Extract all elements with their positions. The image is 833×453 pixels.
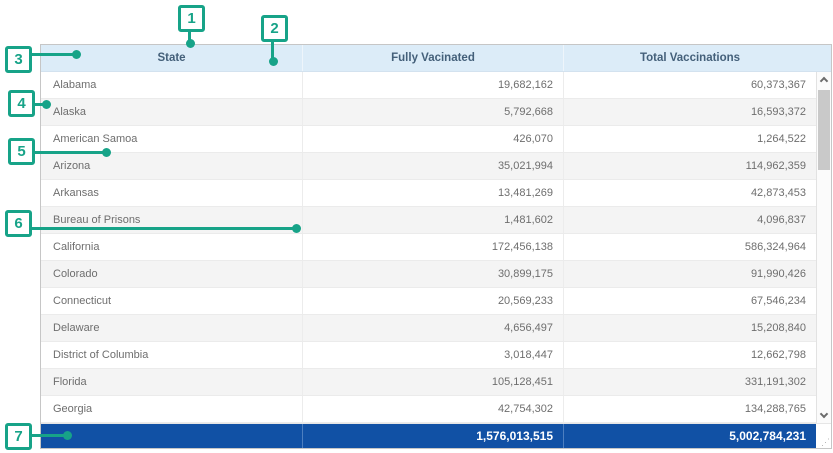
callout-1-dot (186, 39, 195, 48)
fully-vacinated-cell: 30,899,175 (302, 261, 563, 287)
state-cell: Arkansas (41, 180, 302, 206)
table-row[interactable]: Arkansas13,481,26942,873,453 (41, 180, 816, 207)
state-cell: American Samoa (41, 126, 302, 152)
callout-7: 7 (5, 423, 32, 450)
table-row[interactable]: American Samoa426,0701,264,522 (41, 126, 816, 153)
state-cell: Arizona (41, 153, 302, 179)
callout-7-dot (63, 431, 72, 440)
state-cell: California (41, 234, 302, 260)
state-cell: Colorado (41, 261, 302, 287)
total-vaccinations-cell: 114,962,359 (563, 153, 816, 179)
total-vaccinations-cell: 67,546,234 (563, 288, 816, 314)
total-vaccinations-cell: 60,373,367 (563, 72, 816, 98)
totals-row: 1,576,013,515 5,002,784,231 ⋰ (41, 423, 831, 448)
totals-fully-vacinated-cell: 1,576,013,515 (302, 424, 563, 448)
state-cell: Delaware (41, 315, 302, 341)
total-vaccinations-cell: 1,264,522 (563, 126, 816, 152)
scroll-up-button[interactable] (817, 72, 831, 87)
state-cell: Georgia (41, 396, 302, 422)
column-header-total-vaccinations[interactable]: Total Vaccinations (563, 45, 816, 71)
fully-vacinated-cell: 35,021,994 (302, 153, 563, 179)
column-header-spacer (816, 45, 830, 71)
table-body-area: Alabama19,682,16260,373,367Alaska5,792,6… (41, 72, 831, 423)
fully-vacinated-cell: 426,070 (302, 126, 563, 152)
vertical-scrollbar[interactable] (816, 72, 831, 423)
fully-vacinated-cell: 20,569,233 (302, 288, 563, 314)
table-header-row: State Fully Vacinated Total Vaccinations (41, 45, 831, 72)
state-cell: District of Columbia (41, 342, 302, 368)
column-header-fully-vacinated[interactable]: Fully Vacinated (302, 45, 563, 71)
resize-grip-icon[interactable]: ⋰ (821, 438, 830, 447)
table-row[interactable]: Georgia42,754,302134,288,765 (41, 396, 816, 423)
scroll-down-button[interactable] (817, 408, 831, 423)
table-row[interactable]: Delaware4,656,49715,208,840 (41, 315, 816, 342)
fully-vacinated-cell: 4,656,497 (302, 315, 563, 341)
fully-vacinated-cell: 13,481,269 (302, 180, 563, 206)
table-row[interactable]: California172,456,138586,324,964 (41, 234, 816, 261)
table-row[interactable]: Florida105,128,451331,191,302 (41, 369, 816, 396)
scrollbar-thumb[interactable] (818, 90, 830, 170)
total-vaccinations-cell: 12,662,798 (563, 342, 816, 368)
fully-vacinated-cell: 42,754,302 (302, 396, 563, 422)
page: State Fully Vacinated Total Vaccinations… (0, 0, 833, 453)
total-vaccinations-cell: 586,324,964 (563, 234, 816, 260)
totals-total-vaccinations-cell: 5,002,784,231 (563, 424, 816, 448)
callout-7-line (31, 434, 65, 437)
callout-4: 4 (8, 90, 35, 117)
total-vaccinations-cell: 16,593,372 (563, 99, 816, 125)
table-row[interactable]: District of Columbia3,018,44712,662,798 (41, 342, 816, 369)
total-vaccinations-cell: 134,288,765 (563, 396, 816, 422)
callout-1: 1 (178, 5, 205, 32)
callout-2-dot (269, 57, 278, 66)
fully-vacinated-cell: 172,456,138 (302, 234, 563, 260)
total-vaccinations-cell: 4,096,837 (563, 207, 816, 233)
state-cell: Florida (41, 369, 302, 395)
callout-3: 3 (5, 46, 32, 73)
callout-6: 6 (5, 210, 32, 237)
callout-5-dot (102, 148, 111, 157)
callout-3-line (31, 53, 75, 56)
table-row[interactable]: Arizona35,021,994114,962,359 (41, 153, 816, 180)
totals-state-cell (41, 424, 302, 448)
fully-vacinated-cell: 1,481,602 (302, 207, 563, 233)
table-row[interactable]: Alabama19,682,16260,373,367 (41, 72, 816, 99)
state-cell: Connecticut (41, 288, 302, 314)
callout-6-dot (292, 224, 301, 233)
state-cell: Alaska (41, 99, 302, 125)
callout-2: 2 (261, 15, 288, 42)
callout-5-line (34, 151, 104, 154)
table-body: Alabama19,682,16260,373,367Alaska5,792,6… (41, 72, 816, 423)
chevron-up-icon (820, 77, 828, 85)
fully-vacinated-cell: 3,018,447 (302, 342, 563, 368)
table-row[interactable]: Alaska5,792,66816,593,372 (41, 99, 816, 126)
callout-6-line (31, 227, 294, 230)
fully-vacinated-cell: 19,682,162 (302, 72, 563, 98)
total-vaccinations-cell: 91,990,426 (563, 261, 816, 287)
column-header-state[interactable]: State (41, 45, 302, 71)
total-vaccinations-cell: 331,191,302 (563, 369, 816, 395)
state-cell: Alabama (41, 72, 302, 98)
callout-3-dot (72, 50, 81, 59)
callout-4-dot (42, 100, 51, 109)
chevron-down-icon (820, 410, 828, 418)
total-vaccinations-cell: 15,208,840 (563, 315, 816, 341)
table-row[interactable]: Colorado30,899,17591,990,426 (41, 261, 816, 288)
fully-vacinated-cell: 5,792,668 (302, 99, 563, 125)
table-row[interactable]: Connecticut20,569,23367,546,234 (41, 288, 816, 315)
vaccinations-list-table: State Fully Vacinated Total Vaccinations… (40, 44, 832, 449)
total-vaccinations-cell: 42,873,453 (563, 180, 816, 206)
totals-row-spacer: ⋰ (816, 424, 831, 448)
fully-vacinated-cell: 105,128,451 (302, 369, 563, 395)
callout-5: 5 (8, 138, 35, 165)
